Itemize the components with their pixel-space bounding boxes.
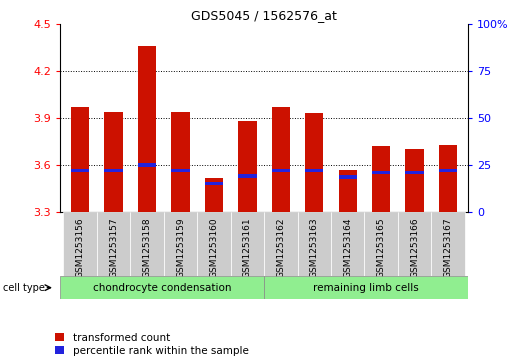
Bar bbox=[138, 46, 156, 212]
Text: chondrocyte condensation: chondrocyte condensation bbox=[93, 283, 231, 293]
Bar bbox=[197, 212, 231, 276]
Bar bbox=[172, 169, 190, 172]
Text: remaining limb cells: remaining limb cells bbox=[313, 283, 419, 293]
Bar bbox=[60, 276, 264, 299]
Bar bbox=[305, 113, 323, 212]
Bar bbox=[439, 169, 457, 172]
Bar bbox=[264, 276, 468, 299]
Text: cell type: cell type bbox=[3, 283, 44, 293]
Bar bbox=[63, 212, 97, 276]
Bar bbox=[372, 146, 390, 212]
Bar bbox=[105, 169, 123, 172]
Bar bbox=[164, 212, 197, 276]
Bar bbox=[431, 212, 465, 276]
Text: GSM1253160: GSM1253160 bbox=[209, 217, 219, 278]
Bar bbox=[405, 171, 424, 174]
Bar bbox=[105, 112, 123, 212]
Bar bbox=[97, 212, 130, 276]
Text: GSM1253158: GSM1253158 bbox=[143, 217, 152, 278]
Text: GSM1253156: GSM1253156 bbox=[76, 217, 85, 278]
Text: GSM1253161: GSM1253161 bbox=[243, 217, 252, 278]
Bar bbox=[271, 107, 290, 212]
Bar bbox=[130, 212, 164, 276]
Bar bbox=[298, 212, 331, 276]
Bar bbox=[264, 212, 298, 276]
Text: GSM1253162: GSM1253162 bbox=[276, 217, 286, 278]
Bar bbox=[331, 212, 365, 276]
Bar bbox=[439, 145, 457, 212]
Bar bbox=[231, 212, 264, 276]
Text: GSM1253166: GSM1253166 bbox=[410, 217, 419, 278]
Bar bbox=[398, 212, 431, 276]
Bar bbox=[365, 212, 398, 276]
Text: GSM1253157: GSM1253157 bbox=[109, 217, 118, 278]
Bar bbox=[172, 112, 190, 212]
Text: GSM1253164: GSM1253164 bbox=[343, 217, 352, 278]
Bar bbox=[238, 175, 257, 178]
Bar bbox=[71, 169, 89, 172]
Bar bbox=[338, 175, 357, 179]
Bar bbox=[305, 169, 323, 172]
Text: GDS5045 / 1562576_at: GDS5045 / 1562576_at bbox=[191, 9, 337, 22]
Bar bbox=[138, 163, 156, 167]
Text: GSM1253167: GSM1253167 bbox=[444, 217, 452, 278]
Legend: transformed count, percentile rank within the sample: transformed count, percentile rank withi… bbox=[55, 333, 248, 356]
Bar bbox=[71, 107, 89, 212]
Bar bbox=[205, 182, 223, 185]
Bar bbox=[338, 170, 357, 212]
Bar bbox=[271, 169, 290, 172]
Bar bbox=[372, 171, 390, 174]
Text: GSM1253159: GSM1253159 bbox=[176, 217, 185, 278]
Bar bbox=[205, 178, 223, 212]
Bar bbox=[405, 150, 424, 212]
Text: GSM1253163: GSM1253163 bbox=[310, 217, 319, 278]
Text: GSM1253165: GSM1253165 bbox=[377, 217, 385, 278]
Bar bbox=[238, 121, 257, 212]
